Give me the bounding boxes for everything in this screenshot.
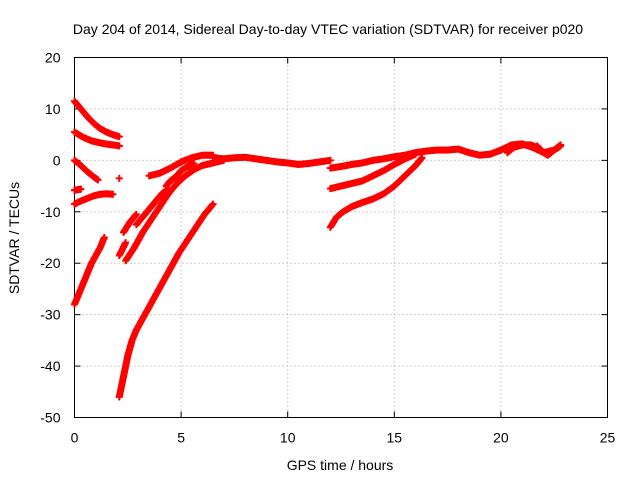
x-axis-title: GPS time / hours [287, 457, 394, 473]
data-points [71, 97, 565, 401]
x-tick-label: 0 [71, 430, 79, 446]
data-point [164, 185, 172, 193]
data-point [418, 154, 426, 162]
plot-frame [74, 57, 608, 418]
data-point [132, 210, 140, 218]
grid [74, 57, 608, 418]
y-tick-label: -50 [40, 410, 60, 426]
data-point [557, 141, 565, 149]
axis-ticks: 0 5 10 15 20 25 -50 -40 -30 -20 -10 0 10 20 [40, 50, 615, 446]
chart-title: Day 204 of 2014, Sidereal Day-to-day VTE… [73, 21, 583, 37]
data-point [100, 234, 108, 241]
data-point [412, 150, 420, 158]
y-tick-label: -10 [40, 204, 60, 220]
data-point [326, 156, 334, 164]
y-tick-label: 0 [53, 152, 61, 168]
x-tick-label: 15 [387, 430, 403, 446]
y-axis-title: SDTVAR / TECUs [6, 182, 22, 294]
x-tick-label: 10 [280, 430, 296, 446]
y-tick-label: 20 [45, 50, 61, 66]
data-point [94, 176, 102, 184]
x-tick-label: 20 [493, 430, 509, 446]
x-tick-label: 5 [177, 430, 185, 446]
data-point [77, 185, 85, 193]
y-tick-label: -40 [40, 358, 60, 374]
data-point [109, 190, 117, 198]
data-point [115, 174, 123, 182]
y-tick-label: 10 [45, 101, 61, 117]
data-point [190, 159, 198, 167]
y-tick-label: -20 [40, 255, 60, 271]
y-tick-label: -30 [40, 307, 60, 323]
x-tick-label: 25 [600, 430, 616, 446]
data-point [209, 200, 217, 208]
data-point [122, 239, 130, 247]
data-point [115, 133, 123, 141]
data-point [115, 142, 123, 150]
